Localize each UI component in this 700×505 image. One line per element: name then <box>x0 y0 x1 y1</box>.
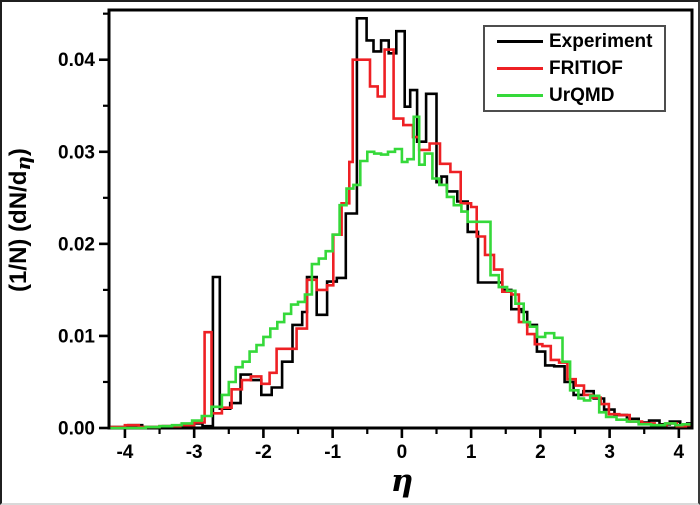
y-tick-label: 0.03 <box>58 142 95 163</box>
y-tick-label: 0.02 <box>58 234 95 255</box>
x-tick-label: -4 <box>116 442 133 463</box>
y-tick-label: 0.04 <box>58 50 95 71</box>
x-tick-label: -2 <box>255 442 272 463</box>
y-tick-label: 0.01 <box>58 326 95 347</box>
x-tick-label: -3 <box>186 442 203 463</box>
legend-label-fritiof: FRITIOF <box>549 58 623 79</box>
y-axis-title: (1/N) (dN/dη) <box>5 70 35 370</box>
x-tick-label: -1 <box>324 442 341 463</box>
legend-line-experiment <box>497 40 543 43</box>
y-tick-label: 0.00 <box>58 419 95 440</box>
legend-entry-experiment: Experiment <box>497 30 664 54</box>
x-tick-label: 3 <box>604 442 615 463</box>
legend-label-urqmd: UrQMD <box>549 85 615 106</box>
x-axis-title: η <box>390 463 414 499</box>
legend-entry-urqmd: UrQMD <box>497 84 664 108</box>
legend-line-fritiof <box>497 67 543 70</box>
legend-entry-fritiof: FRITIOF <box>497 57 664 81</box>
x-tick-label: 1 <box>466 442 477 463</box>
legend: Experiment FRITIOF UrQMD <box>483 25 666 112</box>
legend-line-urqmd <box>497 94 543 97</box>
series-urqmd-path <box>110 115 691 430</box>
eta-symbol: η <box>11 156 35 171</box>
x-tick-label: 2 <box>535 442 546 463</box>
x-tick-label: 0 <box>397 442 408 463</box>
legend-label-experiment: Experiment <box>549 31 653 52</box>
y-axis-title-text: (1/N) (dN/d <box>5 170 32 292</box>
x-tick-label: 4 <box>674 442 685 463</box>
plot-frame <box>107 8 694 430</box>
y-axis-title-close: ) <box>5 148 32 157</box>
